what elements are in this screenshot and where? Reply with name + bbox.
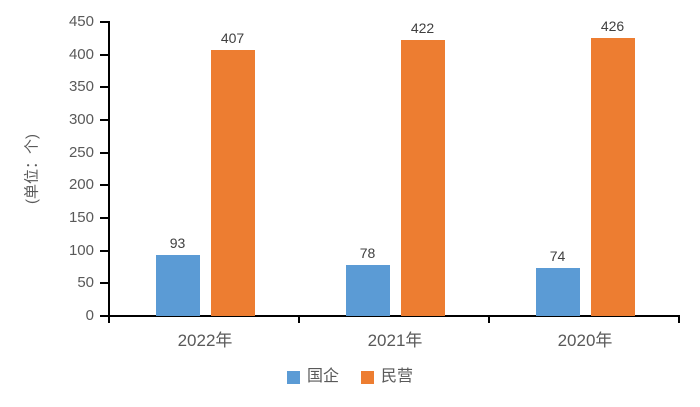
bar-国企-2022年 xyxy=(155,255,200,316)
y-tick xyxy=(100,315,108,317)
data-label: 407 xyxy=(220,30,245,47)
y-tick-label: 100 xyxy=(68,241,94,259)
data-label: 93 xyxy=(169,235,186,252)
data-label: 426 xyxy=(600,17,625,34)
bar-国企-2020年 xyxy=(535,267,580,316)
legend-label: 国企 xyxy=(306,368,339,385)
category-label: 2022年 xyxy=(177,331,233,350)
legend-item-series-0: 国企 xyxy=(286,367,339,387)
y-tick-label: 300 xyxy=(68,111,94,128)
y-tick-label: 400 xyxy=(68,45,94,63)
y-tick xyxy=(100,249,108,252)
data-label: 74 xyxy=(549,247,566,264)
y-axis-line xyxy=(108,21,110,318)
y-tick xyxy=(100,86,108,89)
x-tick xyxy=(298,316,300,323)
data-label: 78 xyxy=(359,245,376,262)
bar-民营-2020年 xyxy=(590,37,635,316)
data-label: 422 xyxy=(410,20,435,37)
bar-民营-2021年 xyxy=(400,40,445,316)
x-tick xyxy=(108,316,110,323)
y-tick xyxy=(100,151,108,154)
legend-label: 民营 xyxy=(381,368,414,385)
y-tick-label: 50 xyxy=(77,274,94,292)
legend-swatch-icon xyxy=(286,370,300,384)
bar-国企-2021年 xyxy=(345,265,390,316)
x-tick xyxy=(678,316,680,323)
bar-民营-2022年 xyxy=(210,50,255,316)
category-label: 2021年 xyxy=(367,331,423,350)
y-tick-label: 150 xyxy=(68,209,94,226)
legend: 国企 民营 xyxy=(0,364,700,390)
y-tick-label: 350 xyxy=(68,78,94,96)
y-tick xyxy=(100,119,108,121)
y-tick xyxy=(100,53,108,56)
y-tick xyxy=(100,217,108,219)
y-tick-label: 200 xyxy=(68,176,94,194)
x-axis-line xyxy=(108,315,680,317)
y-tick xyxy=(100,282,108,285)
y-tick-label: 250 xyxy=(68,143,94,161)
y-tick xyxy=(100,21,108,23)
legend-swatch-icon xyxy=(361,370,374,384)
y-tick xyxy=(100,184,108,187)
category-label: 2020年 xyxy=(557,331,613,350)
y-tick-label: 450 xyxy=(68,13,94,30)
x-tick xyxy=(488,316,490,323)
legend-item-series-1: 民营 xyxy=(361,367,413,387)
y-tick-label: 0 xyxy=(85,307,94,324)
